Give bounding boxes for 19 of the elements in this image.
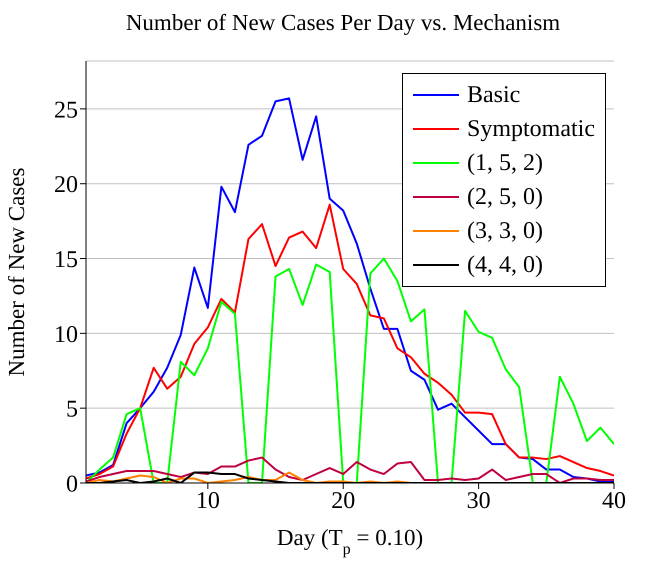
legend-label: Basic	[467, 81, 520, 110]
x-tick-label: 10	[196, 488, 220, 514]
legend-label: (4, 4, 0)	[467, 251, 543, 280]
y-tick-label: 0	[66, 472, 78, 498]
y-axis-title: Number of New Cases	[4, 168, 30, 376]
y-tick-label: 10	[54, 322, 78, 348]
legend-label: (3, 3, 0)	[467, 217, 543, 246]
legend-label: Symptomatic	[467, 115, 595, 144]
x-tick-label: 20	[331, 488, 356, 514]
y-tick-label: 5	[66, 396, 78, 423]
y-tick-label: 15	[54, 247, 78, 274]
y-tick-label: 20	[54, 172, 78, 198]
chart-title: Number of New Cases Per Day vs. Mechanism	[124, 9, 562, 37]
x-tick-label: 30	[466, 488, 491, 514]
y-tick-label: 25	[54, 97, 78, 124]
legend-label: (1, 5, 2)	[467, 149, 543, 178]
legend-label: (2, 5, 0)	[467, 183, 543, 212]
x-axis-title: Day (T$_{p}$ = 0.10)	[276, 525, 424, 558]
x-tick-label: 40	[602, 488, 626, 514]
